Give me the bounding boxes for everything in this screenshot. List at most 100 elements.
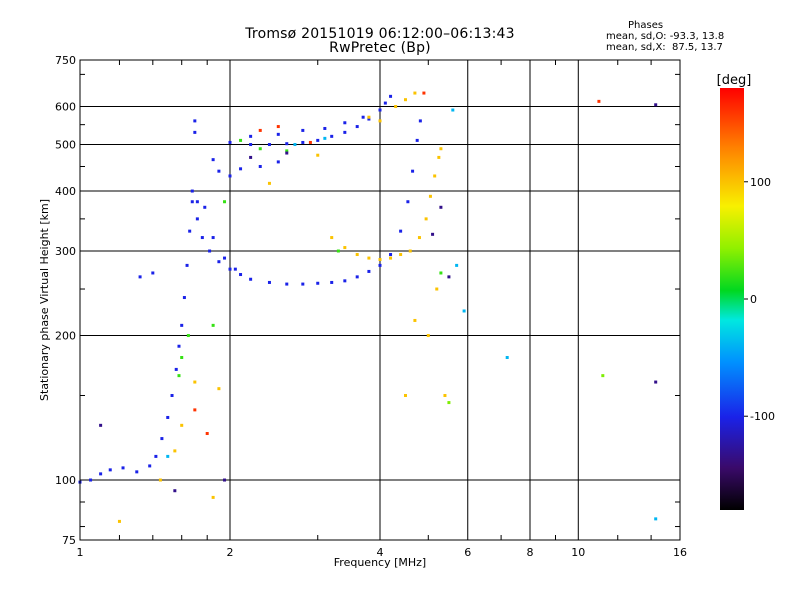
echo-point (177, 374, 181, 378)
x-tick-label: 1 (77, 546, 84, 559)
echo-point (180, 423, 184, 427)
echo-point (217, 260, 221, 264)
echo-point (399, 229, 403, 233)
echo-point (89, 478, 93, 482)
chart-subtitle: RwPretec (Bp) (329, 40, 431, 56)
y-axis-title: Stationary phase Virtual Height [km] (38, 199, 51, 401)
echo-point (249, 155, 253, 159)
echo-point (258, 164, 262, 168)
echo-point (195, 217, 199, 221)
echo-point (173, 449, 177, 453)
echo-point (166, 415, 170, 419)
echo-point (418, 119, 422, 123)
echo-point (424, 217, 428, 221)
echo-point (399, 253, 403, 257)
echo-point (355, 253, 359, 257)
echo-point (182, 296, 186, 300)
echo-point (267, 143, 271, 147)
echo-point (148, 464, 152, 468)
echo-point (355, 275, 359, 279)
x-tick-label: 8 (527, 546, 534, 559)
echo-point (186, 334, 190, 338)
echo-point (394, 105, 398, 109)
echo-point (173, 489, 177, 493)
colorbar-ticks: 100 0 -100 (744, 176, 775, 423)
echo-point (378, 258, 382, 262)
echo-point (158, 478, 162, 482)
echo-point (308, 140, 312, 144)
echo-point (415, 138, 419, 142)
echo-point (267, 181, 271, 185)
echo-point (228, 267, 232, 271)
echo-point (217, 169, 221, 173)
echo-point (428, 194, 432, 198)
echo-point (190, 189, 194, 193)
echo-point (367, 117, 371, 121)
echo-point (258, 128, 262, 132)
echo-point (249, 277, 253, 281)
echo-point (389, 256, 393, 260)
echo-point (193, 408, 197, 412)
echo-point (117, 519, 121, 523)
echo-point (389, 94, 393, 98)
echo-point (413, 91, 417, 95)
echo-point (367, 269, 371, 273)
y-tick-label: 200 (55, 330, 76, 343)
echo-point (193, 119, 197, 123)
echo-point (170, 394, 174, 398)
echo-point (223, 200, 227, 204)
echo-point (211, 323, 215, 327)
echo-point (437, 155, 441, 159)
echo-point (330, 236, 334, 240)
echo-point (195, 200, 199, 204)
colorbar-tick-label: 100 (750, 176, 771, 189)
y-tick-label: 300 (55, 245, 76, 258)
colorbar-tick-label: -100 (750, 410, 775, 423)
echo-point (431, 232, 435, 236)
echo-point (135, 470, 139, 474)
plot-frame (79, 59, 681, 541)
echo-point (177, 344, 181, 348)
x-tick-label: 16 (673, 546, 687, 559)
echo-point (654, 103, 658, 107)
echo-point (426, 334, 430, 338)
echo-point (188, 229, 192, 233)
echo-point (316, 138, 320, 142)
echo-point (443, 394, 447, 398)
echo-point (193, 130, 197, 134)
echo-point (654, 380, 658, 384)
echo-point (166, 454, 170, 458)
echo-point (316, 153, 320, 157)
echo-point (411, 169, 415, 173)
echo-point (601, 374, 605, 378)
echo-point (205, 432, 209, 436)
echo-point (276, 125, 280, 129)
echo-point (343, 279, 347, 283)
echo-point (190, 200, 194, 204)
echo-point (389, 253, 393, 257)
echo-point (285, 142, 289, 146)
echo-point (413, 318, 417, 322)
echo-point (462, 309, 466, 313)
echo-point (323, 136, 327, 140)
echo-point (239, 167, 243, 171)
echo-point (267, 280, 271, 284)
echo-point (180, 355, 184, 359)
echo-point (233, 267, 237, 271)
echo-point (439, 147, 443, 151)
echo-point (203, 205, 207, 209)
echo-point (323, 126, 327, 130)
echo-point (654, 517, 658, 521)
phase-stats-o: mean, sd,O: -93.3, 13.8 (606, 31, 725, 42)
y-tick-label: 500 (55, 139, 76, 152)
echo-point (403, 98, 407, 102)
echo-point (239, 273, 243, 277)
x-axis-title: Frequency [MHz] (334, 556, 426, 569)
echo-point (285, 149, 289, 153)
echo-point (239, 138, 243, 142)
echo-point (185, 263, 189, 267)
echo-point (433, 174, 437, 178)
echo-point (285, 282, 289, 286)
echo-point (505, 355, 509, 359)
